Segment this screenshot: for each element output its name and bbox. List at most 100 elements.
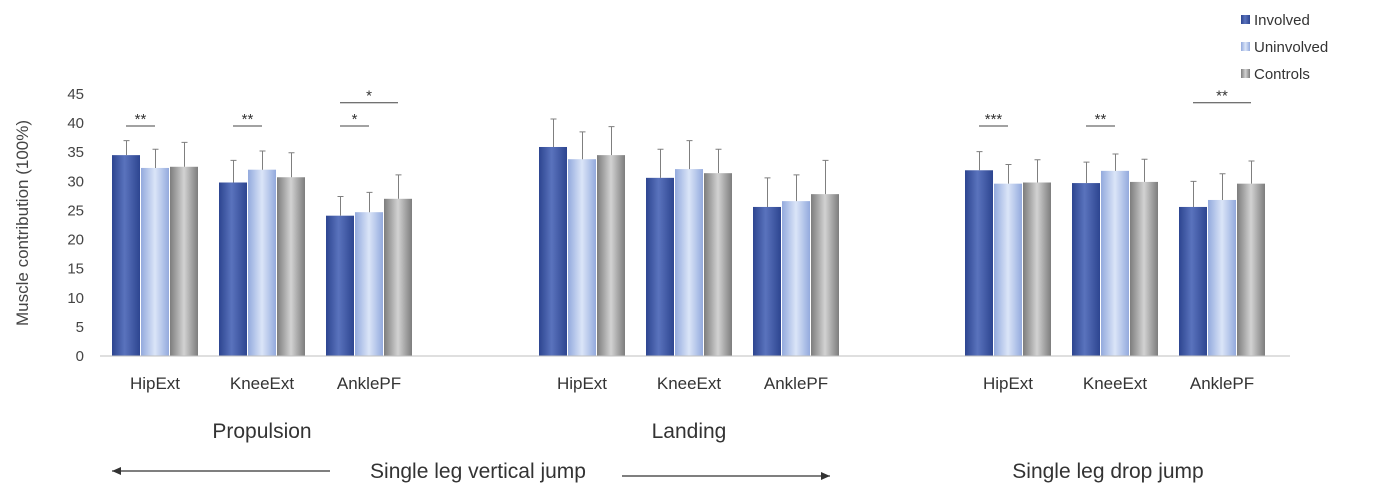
error-bar <box>230 159 237 183</box>
bar-propulsion-kneeext-uninvolved <box>248 169 276 356</box>
error-bar <box>1141 158 1148 182</box>
bar-landing-anklepf-uninvolved <box>782 201 810 356</box>
error-bar <box>1248 160 1255 184</box>
error-bar <box>181 141 188 167</box>
error-bar <box>686 140 693 170</box>
right-arrowhead <box>821 472 830 480</box>
bar-landing-hipext-controls <box>597 155 625 356</box>
bar-landing-kneeext-controls <box>704 173 732 356</box>
significance-label: * <box>352 111 358 128</box>
legend: Involved Uninvolved Controls <box>1241 12 1328 83</box>
error-bar <box>822 159 829 195</box>
category-label: AnklePF <box>1190 374 1254 393</box>
y-tick-label-45: 45 <box>67 86 84 103</box>
legend-label-controls: Controls <box>1254 66 1310 83</box>
error-bar <box>152 148 159 168</box>
y-tick-label-15: 15 <box>67 261 84 278</box>
y-tick-label-10: 10 <box>67 290 84 307</box>
category-label: HipExt <box>130 374 180 393</box>
jump-type-label-vertical: Single leg vertical jump <box>370 460 586 483</box>
bar-landing-hipext-uninvolved <box>568 159 596 356</box>
bar-landing-anklepf-controls <box>811 194 839 356</box>
significance-label: * <box>366 88 372 105</box>
y-tick-label-0: 0 <box>76 348 84 365</box>
legend-swatch-uninvolved <box>1241 42 1250 51</box>
legend-swatch-involved <box>1241 15 1250 24</box>
bar-group-2-kneeext-controls <box>1130 181 1158 356</box>
significance-label: ** <box>242 111 254 128</box>
error-bar <box>337 195 344 216</box>
significance-label: *** <box>985 111 1003 128</box>
category-label: KneeExt <box>657 374 722 393</box>
significance-label: ** <box>1095 111 1107 128</box>
bar-group-2-kneeext-uninvolved <box>1101 170 1129 356</box>
category-label: AnklePF <box>337 374 401 393</box>
bar-group-2-kneeext-involved <box>1072 183 1100 356</box>
error-bar <box>395 174 402 199</box>
bar-propulsion-kneeext-controls <box>277 177 305 356</box>
bar-propulsion-hipext-uninvolved <box>141 167 169 356</box>
legend-label-uninvolved: Uninvolved <box>1254 39 1328 56</box>
bar-group-2-anklepf-involved <box>1179 206 1207 356</box>
bar-landing-kneeext-involved <box>646 177 674 356</box>
bar-propulsion-anklepf-uninvolved <box>355 212 383 356</box>
error-bar <box>550 118 557 147</box>
bar-group-2-hipext-controls <box>1023 182 1051 356</box>
y-tick-label-40: 40 <box>67 115 84 132</box>
group-labels: Propulsion Landing <box>212 420 726 443</box>
significance-markers: ** **** *** **** <box>126 88 1251 128</box>
bar-group-2-hipext-uninvolved <box>994 183 1022 356</box>
left-arrowhead <box>112 467 121 475</box>
legend-label-involved: Involved <box>1254 12 1310 29</box>
bar-group-2-anklepf-controls <box>1237 183 1265 356</box>
error-bar <box>366 191 373 213</box>
error-bar <box>793 174 800 202</box>
y-axis: 0 5 10 15 20 25 30 35 40 45 <box>67 86 84 365</box>
y-axis-label: Muscle contribution (100%) <box>13 120 32 326</box>
bar-landing-kneeext-uninvolved <box>675 169 703 356</box>
error-bar <box>657 148 664 178</box>
error-bar <box>259 150 266 170</box>
y-tick-label-5: 5 <box>76 319 84 336</box>
significance-label: ** <box>135 111 147 128</box>
bar-propulsion-anklepf-controls <box>384 198 412 356</box>
error-bar <box>1034 159 1041 183</box>
error-bar <box>715 148 722 174</box>
significance-label: ** <box>1216 88 1228 105</box>
error-bar <box>764 177 771 207</box>
category-label: AnklePF <box>764 374 828 393</box>
error-bar <box>288 152 295 178</box>
category-label: KneeExt <box>230 374 295 393</box>
error-bar <box>1005 163 1012 184</box>
error-bar <box>1219 173 1226 200</box>
y-tick-label-25: 25 <box>67 202 84 219</box>
legend-swatch-controls <box>1241 69 1250 78</box>
category-labels: HipExt KneeExt AnklePF HipExt KneeExt AnklePF… <box>130 374 1254 393</box>
bar-propulsion-hipext-controls <box>170 166 198 356</box>
y-tick-label-30: 30 <box>67 173 84 190</box>
error-bar <box>1083 161 1090 184</box>
bars <box>112 146 1265 356</box>
category-label: HipExt <box>983 374 1033 393</box>
jump-type-labels: Single leg vertical jump Single leg drop … <box>112 460 1204 483</box>
bar-group-2-hipext-involved <box>965 170 993 356</box>
bar-propulsion-kneeext-involved <box>219 182 247 356</box>
error-bar <box>123 140 130 156</box>
error-bar <box>608 126 615 156</box>
error-bar <box>1112 153 1119 171</box>
bar-propulsion-anklepf-involved <box>326 215 354 356</box>
y-tick-label-20: 20 <box>67 232 84 249</box>
bar-propulsion-hipext-involved <box>112 155 140 356</box>
error-bar <box>1190 180 1197 207</box>
group-label-landing: Landing <box>652 420 727 443</box>
y-tick-label-35: 35 <box>67 144 84 161</box>
jump-type-label-drop: Single leg drop jump <box>1012 460 1203 483</box>
bar-landing-anklepf-involved <box>753 206 781 356</box>
bar-group-2-anklepf-uninvolved <box>1208 199 1236 356</box>
bar-landing-hipext-involved <box>539 146 567 356</box>
error-bar <box>579 131 586 160</box>
group-label-propulsion: Propulsion <box>212 420 311 443</box>
error-bar <box>976 151 983 171</box>
error-bars <box>123 118 1255 216</box>
